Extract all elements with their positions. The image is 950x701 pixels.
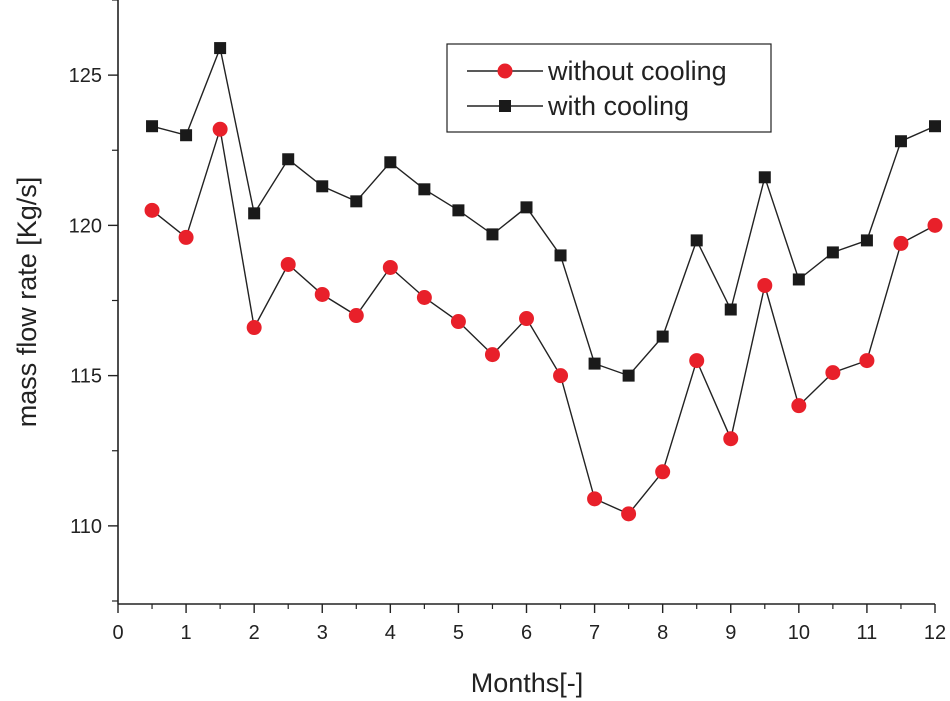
data-point-without-cooling	[416, 289, 432, 305]
data-point-without-cooling	[791, 398, 807, 414]
data-point-without-cooling	[178, 229, 194, 245]
data-point-with-cooling	[180, 129, 193, 142]
x-tick-label: 9	[725, 622, 736, 644]
legend-box	[446, 43, 772, 133]
data-point-with-cooling	[656, 330, 669, 343]
data-point-with-cooling	[248, 207, 261, 220]
x-tick-label: 11	[857, 622, 878, 644]
x-axis-title: Months[-]	[471, 668, 584, 698]
data-point-without-cooling	[280, 256, 296, 272]
y-tick-label: 125	[69, 65, 102, 87]
series-layer	[144, 42, 943, 522]
data-point-without-cooling	[484, 347, 500, 363]
data-point-with-cooling	[486, 228, 499, 241]
x-tick-label: 10	[788, 622, 810, 644]
legend-marker-with-cooling	[499, 100, 511, 112]
data-point-without-cooling	[553, 368, 569, 384]
data-point-with-cooling	[758, 171, 771, 184]
data-point-without-cooling	[757, 277, 773, 293]
data-point-without-cooling	[825, 365, 841, 381]
series-line-without-cooling	[151, 128, 936, 515]
x-tick-label: 5	[453, 622, 464, 644]
y-axis-title: mass flow rate [Kg/s]	[12, 177, 42, 428]
data-point-with-cooling	[622, 369, 635, 382]
data-point-with-cooling	[316, 180, 329, 193]
x-tick-label: 0	[112, 622, 123, 644]
data-point-with-cooling	[146, 120, 159, 133]
data-point-without-cooling	[314, 286, 330, 302]
legend-marker-without-cooling	[497, 63, 513, 79]
data-point-with-cooling	[929, 120, 941, 133]
x-tick-label: 3	[317, 622, 328, 644]
legend-label-with-cooling: with cooling	[547, 91, 689, 121]
data-point-without-cooling	[450, 314, 466, 330]
data-point-with-cooling	[860, 234, 873, 247]
data-point-without-cooling	[655, 464, 671, 480]
data-point-with-cooling	[554, 249, 567, 262]
data-point-without-cooling	[621, 506, 637, 522]
data-point-without-cooling	[689, 353, 705, 369]
data-point-with-cooling	[418, 183, 431, 196]
data-point-without-cooling	[927, 217, 943, 233]
data-point-without-cooling	[587, 491, 603, 507]
y-tick-label: 120	[69, 215, 102, 237]
x-tick-label: 8	[657, 622, 668, 644]
data-point-without-cooling	[382, 259, 398, 275]
data-point-without-cooling	[144, 202, 160, 218]
legend: without cooling with cooling	[446, 43, 772, 133]
x-tick-label: 1	[181, 622, 192, 644]
x-tick-label: 4	[385, 622, 396, 644]
data-point-without-cooling	[859, 353, 875, 369]
data-point-without-cooling	[723, 431, 739, 447]
data-point-without-cooling	[348, 308, 364, 324]
data-point-without-cooling	[893, 235, 909, 251]
data-point-with-cooling	[894, 135, 907, 148]
data-point-with-cooling	[792, 273, 805, 286]
data-point-with-cooling	[350, 195, 363, 208]
y-tick-label: 110	[70, 516, 102, 538]
x-tick-label: 2	[249, 622, 260, 644]
data-point-with-cooling	[214, 42, 227, 55]
x-tick-label: 6	[521, 622, 532, 644]
data-point-with-cooling	[282, 153, 295, 166]
x-tick-label: 7	[589, 622, 600, 644]
data-point-without-cooling	[519, 311, 534, 327]
data-point-with-cooling	[588, 357, 601, 370]
data-point-without-cooling	[212, 121, 228, 137]
legend-label-without-cooling: without cooling	[547, 56, 727, 86]
data-point-with-cooling	[690, 234, 703, 247]
data-point-with-cooling	[452, 204, 465, 217]
x-tick-label: 12	[924, 622, 946, 644]
data-point-with-cooling	[724, 303, 737, 316]
y-tick-label: 115	[70, 366, 102, 388]
data-point-with-cooling	[826, 246, 839, 259]
data-point-with-cooling	[520, 201, 533, 214]
data-point-without-cooling	[246, 320, 262, 336]
data-point-with-cooling	[384, 156, 397, 169]
